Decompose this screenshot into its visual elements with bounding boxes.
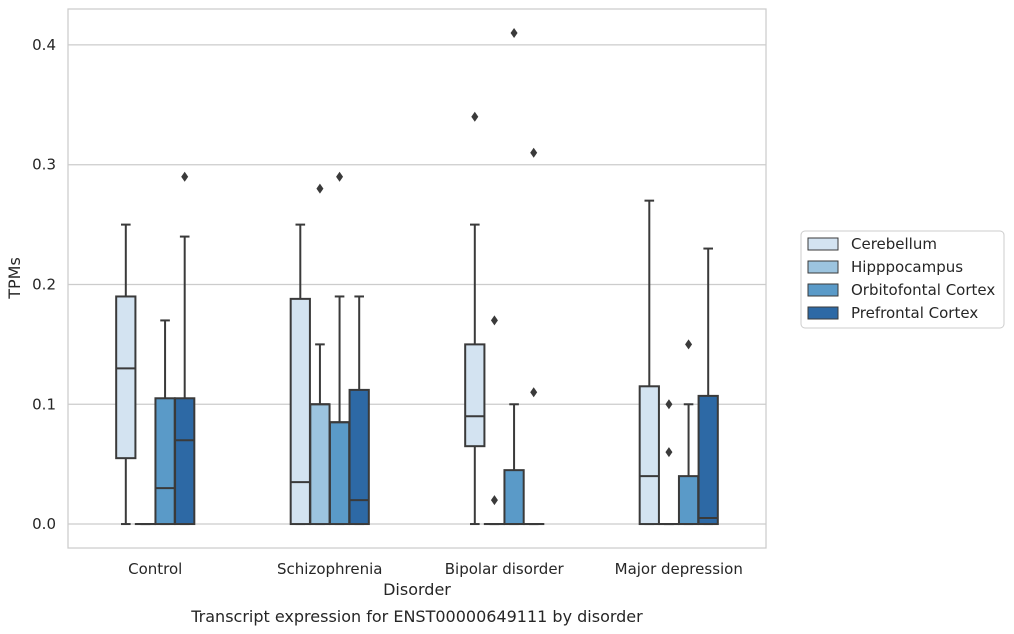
box-body: [464, 343, 486, 448]
outlier-point: [530, 147, 538, 158]
box-orbitofontal-cortex: [677, 339, 700, 526]
outlier-point: [510, 27, 518, 38]
y-tick-label: 0.4: [32, 36, 56, 54]
x-tick-label: Bipolar disorder: [445, 560, 565, 578]
legend-label: Prefrontal Cortex: [851, 304, 978, 322]
legend-label: Hipppocampus: [851, 258, 963, 276]
box-prefrontal-cortex: [174, 171, 196, 526]
x-tick-label: Major depression: [615, 560, 743, 578]
y-tick-label: 0.0: [32, 515, 56, 533]
box-body: [174, 397, 196, 526]
box-prefrontal-cortex: [348, 295, 370, 526]
y-tick-label: 0.1: [32, 395, 56, 413]
chart-caption: Transcript expression for ENST0000064911…: [190, 607, 643, 626]
outlier-point: [530, 387, 538, 398]
box-body: [348, 388, 370, 526]
outlier-point: [685, 339, 693, 350]
box-prefrontal-cortex: [523, 147, 545, 526]
box-hipppocampus: [309, 183, 331, 526]
legend-swatch: [807, 306, 839, 320]
outlier-point: [490, 495, 498, 506]
box-body: [115, 295, 137, 460]
box-hipppocampus: [483, 315, 506, 526]
x-tick-label: Control: [128, 560, 182, 578]
y-tick-label: 0.3: [32, 156, 56, 174]
outlier-point: [471, 111, 479, 122]
box-cerebellum: [638, 199, 660, 526]
box-cerebellum: [115, 223, 137, 526]
box-body: [503, 469, 525, 526]
y-axis-title: TPMs: [5, 257, 24, 300]
y-axis-ticks: 0.0 0.1 0.2 0.3 0.4: [32, 36, 56, 533]
outlier-point: [316, 183, 324, 194]
box-orbitofontal-cortex: [503, 27, 525, 526]
outlier-point: [665, 447, 673, 458]
legend-frame: [800, 230, 1005, 329]
box-body: [697, 394, 719, 526]
box-cerebellum: [464, 111, 486, 526]
box-body: [677, 475, 700, 526]
box-plot-marks: [115, 27, 719, 526]
plot-frame: [67, 8, 767, 549]
outlier-point: [336, 171, 344, 182]
x-axis-ticks: Control Schizophrenia Bipolar disorder Majo…: [128, 560, 743, 578]
box-hipppocampus: [658, 399, 680, 526]
box-body: [289, 297, 311, 526]
box-cerebellum: [289, 223, 311, 526]
box-prefrontal-cortex: [697, 247, 719, 526]
box-orbitofontal-cortex: [154, 319, 176, 526]
x-tick-label: Schizophrenia: [277, 560, 382, 578]
legend-label: Orbitofontal Cortex: [851, 281, 995, 299]
y-tick-label: 0.2: [32, 275, 56, 293]
legend-swatch: [807, 283, 839, 297]
box-body: [154, 397, 176, 526]
box-body: [328, 421, 351, 526]
x-axis-title: Disorder: [383, 580, 451, 599]
legend-swatch: [807, 237, 839, 251]
box-body: [638, 385, 660, 526]
box-body: [309, 403, 331, 526]
legend-label: Cerebellum: [851, 235, 937, 253]
legend-swatch: [807, 260, 839, 274]
outlier-point: [181, 171, 189, 182]
outlier-point: [490, 315, 498, 326]
box-orbitofontal-cortex: [328, 171, 351, 526]
outlier-point: [665, 399, 673, 410]
legend: Cerebellum Hipppocampus Orbitofontal Corte…: [800, 230, 1005, 329]
